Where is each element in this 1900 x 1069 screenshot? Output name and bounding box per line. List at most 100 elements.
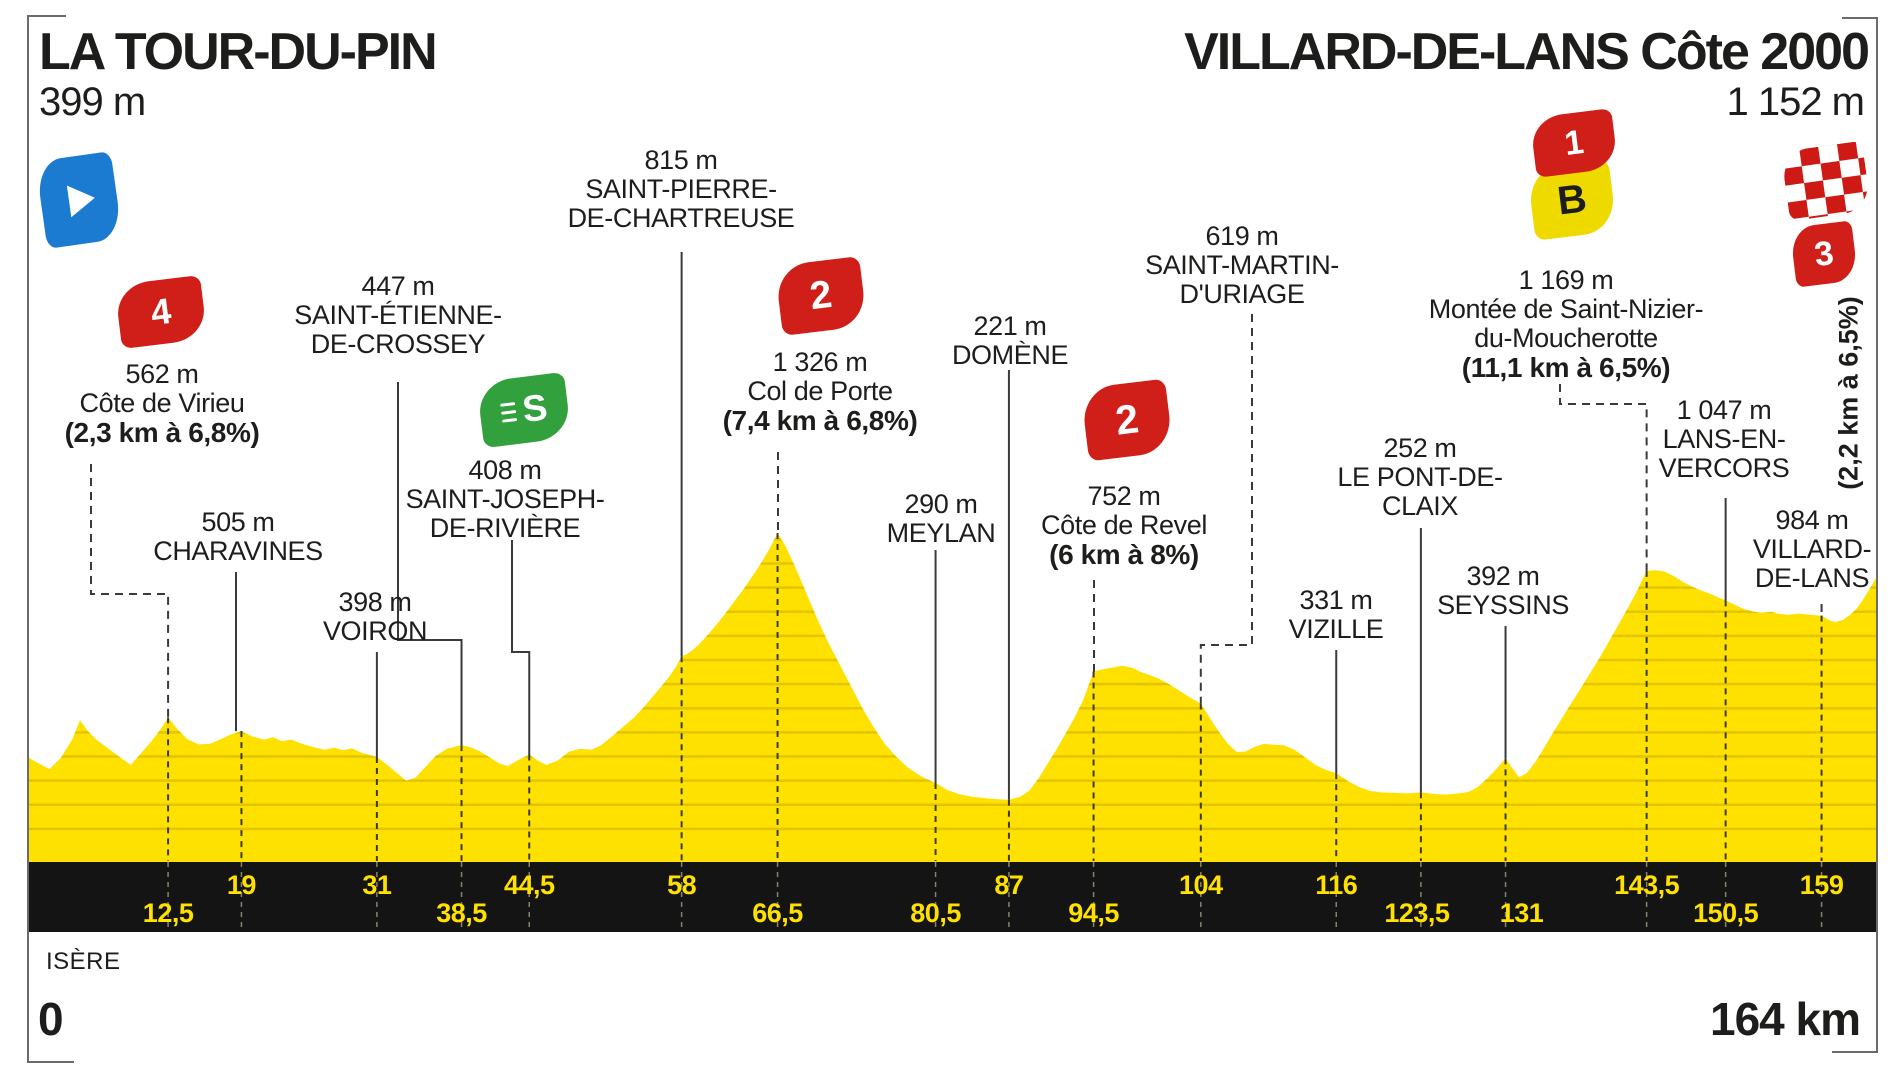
- distance-label: 80,5: [910, 898, 961, 928]
- waypoint-name: CLAIX: [1381, 491, 1459, 521]
- waypoint-name: Montée de Saint-Nizier-: [1428, 294, 1704, 324]
- callout-connector: [1559, 384, 1648, 571]
- waypoint-name: SAINT-MARTIN-: [1145, 250, 1339, 280]
- badge-glyph: 4: [148, 289, 174, 334]
- waypoint-callout: 290 m MEYLAN: [887, 490, 996, 548]
- play-triangle-icon: [66, 181, 98, 218]
- callout-connector: [397, 382, 463, 746]
- waypoint-callout: 619 m SAINT-MARTIN- D'URIAGE: [1145, 222, 1339, 309]
- start-km-label: 0: [38, 993, 64, 1045]
- waypoint-name: VERCORS: [1658, 453, 1790, 483]
- waypoint-callout: 1 326 m Col de Porte (7,4 km à 6,8%): [722, 347, 918, 436]
- waypoint-name: CHARAVINES: [153, 536, 323, 566]
- badge-glyph: 2: [1112, 395, 1142, 444]
- waypoint-callout: 984 m VILLARD- DE-LANS: [1752, 505, 1872, 593]
- badge-glyph: S: [520, 386, 550, 431]
- callout-connector: [1199, 314, 1253, 704]
- waypoint-elevation: 815 m: [644, 145, 718, 175]
- waypoint-callout: 398 m VOIRON: [322, 588, 428, 646]
- waypoint-name: DOMÈNE: [951, 340, 1069, 370]
- distance-label: 143,5: [1614, 870, 1680, 900]
- waypoint-name: SAINT-PIERRE-: [585, 174, 777, 204]
- distance-label: 44,5: [503, 870, 555, 900]
- waypoint-name: MEYLAN: [886, 518, 996, 548]
- waypoint-callout: 392 m SEYSSINS: [1437, 562, 1569, 620]
- distance-bar: [27, 862, 1878, 932]
- speed-lines-icon: [499, 401, 517, 423]
- waypoint-elevation: 984 m: [1775, 505, 1849, 535]
- badge-glyph: 3: [1812, 233, 1836, 274]
- waypoint-elevation: 1 169 m: [1518, 265, 1614, 295]
- waypoint-elevation: 408 m: [468, 455, 542, 485]
- waypoint-name: SEYSSINS: [1437, 590, 1569, 620]
- waypoint-callout: 221 m DOMÈNE: [951, 311, 1069, 370]
- waypoint-name: SAINT-JOSEPH-: [405, 484, 605, 514]
- distance-label: 66,5: [752, 898, 803, 928]
- waypoint-elevation: 392 m: [1466, 561, 1540, 591]
- finish-town-elevation: 1 152 m: [1726, 80, 1865, 124]
- waypoint-callout: 505 m CHARAVINES: [153, 508, 323, 566]
- distance-label: 116: [1315, 870, 1358, 900]
- waypoint-name: DE-LANS: [1754, 563, 1870, 593]
- waypoint-name: Côte de Revel: [1041, 510, 1207, 540]
- elevation-area: [27, 533, 1878, 862]
- waypoint-name: LANS-EN-: [1662, 424, 1786, 454]
- distance-label: 12,5: [142, 898, 194, 928]
- waypoint-detail: (7,4 km à 6,8%): [722, 405, 918, 436]
- waypoint-elevation: 252 m: [1383, 433, 1457, 463]
- waypoint-name: D'URIAGE: [1179, 279, 1305, 309]
- waypoint-elevation: 331 m: [1299, 585, 1373, 615]
- waypoint-name: SAINT-ÉTIENNE-: [294, 300, 502, 330]
- distance-label: 104: [1179, 870, 1223, 900]
- distance-label: 87: [994, 870, 1024, 900]
- waypoint-name: LE PONT-DE-: [1337, 462, 1503, 492]
- callout-connector: [511, 540, 531, 755]
- waypoint-detail: (6 km à 8%): [1049, 539, 1199, 570]
- waypoint-name: VOIRON: [322, 616, 428, 646]
- waypoint-elevation: 1 326 m: [772, 347, 868, 377]
- waypoint-elevation: 1 047 m: [1676, 395, 1772, 425]
- distance-label: 150,5: [1693, 898, 1759, 928]
- distance-label: 94,5: [1068, 898, 1119, 928]
- department-label: ISÈRE: [46, 948, 121, 975]
- waypoint-callout: 447 m SAINT-ÉTIENNE- DE-CROSSEY: [294, 271, 502, 359]
- waypoint-callout: 562 m Côte de Virieu (2,3 km à 6,8%): [64, 359, 260, 448]
- waypoint-callout: 815 m SAINT-PIERRE- DE-CHARTREUSE: [568, 146, 795, 233]
- distance-label: 123,5: [1384, 898, 1450, 928]
- waypoint-name: du-Moucherotte: [1474, 323, 1658, 353]
- waypoint-name: Col de Porte: [747, 376, 893, 406]
- waypoint-detail: (11,1 km à 6,5%): [1461, 352, 1671, 383]
- waypoint-name: DE-CHARTREUSE: [567, 203, 795, 233]
- waypoint-callout: 752 m Côte de Revel (6 km à 8%): [1041, 481, 1207, 570]
- waypoint-name: VIZILLE: [1288, 614, 1384, 644]
- badge-glyph: 2: [807, 272, 835, 319]
- waypoint-elevation: 290 m: [904, 489, 978, 519]
- frame-bracket-right: [1832, 17, 1878, 1053]
- waypoint-elevation: 447 m: [361, 271, 435, 301]
- badge-glyph: B: [1554, 175, 1589, 224]
- waypoint-name: DE-RIVIÈRE: [429, 513, 581, 543]
- final-climb-label: (2,2 km à 6,5%): [1833, 296, 1864, 490]
- waypoint-callout: 408 m SAINT-JOSEPH- DE-RIVIÈRE: [406, 456, 605, 543]
- waypoint-callout: 331 m VIZILLE: [1289, 586, 1384, 644]
- distance-label: 19: [226, 870, 257, 900]
- start-town-name: LA TOUR-DU-PIN: [39, 23, 438, 81]
- waypoint-callout: 252 m LE PONT-DE- CLAIX: [1337, 433, 1503, 521]
- waypoint-name: DE-CROSSEY: [310, 329, 486, 359]
- distance-label: 38,5: [436, 898, 487, 928]
- finish-town-name: VILLARD-DE-LANS Côte 2000: [1184, 23, 1870, 81]
- waypoint-detail: (2,3 km à 6,8%): [64, 417, 260, 448]
- waypoint-elevation: 562 m: [125, 359, 199, 389]
- waypoint-name: VILLARD-: [1752, 534, 1872, 564]
- start-flag-icon: [35, 151, 123, 249]
- waypoint-elevation: 505 m: [201, 507, 275, 537]
- waypoint-callout: 1 169 m Montée de Saint-Nizier-du-Moucher…: [1428, 265, 1704, 383]
- callout-connector: [90, 464, 170, 718]
- waypoint-name: Côte de Virieu: [79, 388, 245, 418]
- waypoint-elevation: 221 m: [973, 311, 1047, 341]
- waypoint-elevation: 752 m: [1087, 481, 1161, 511]
- distance-label: 31: [362, 870, 392, 900]
- start-town-elevation: 399 m: [39, 80, 146, 124]
